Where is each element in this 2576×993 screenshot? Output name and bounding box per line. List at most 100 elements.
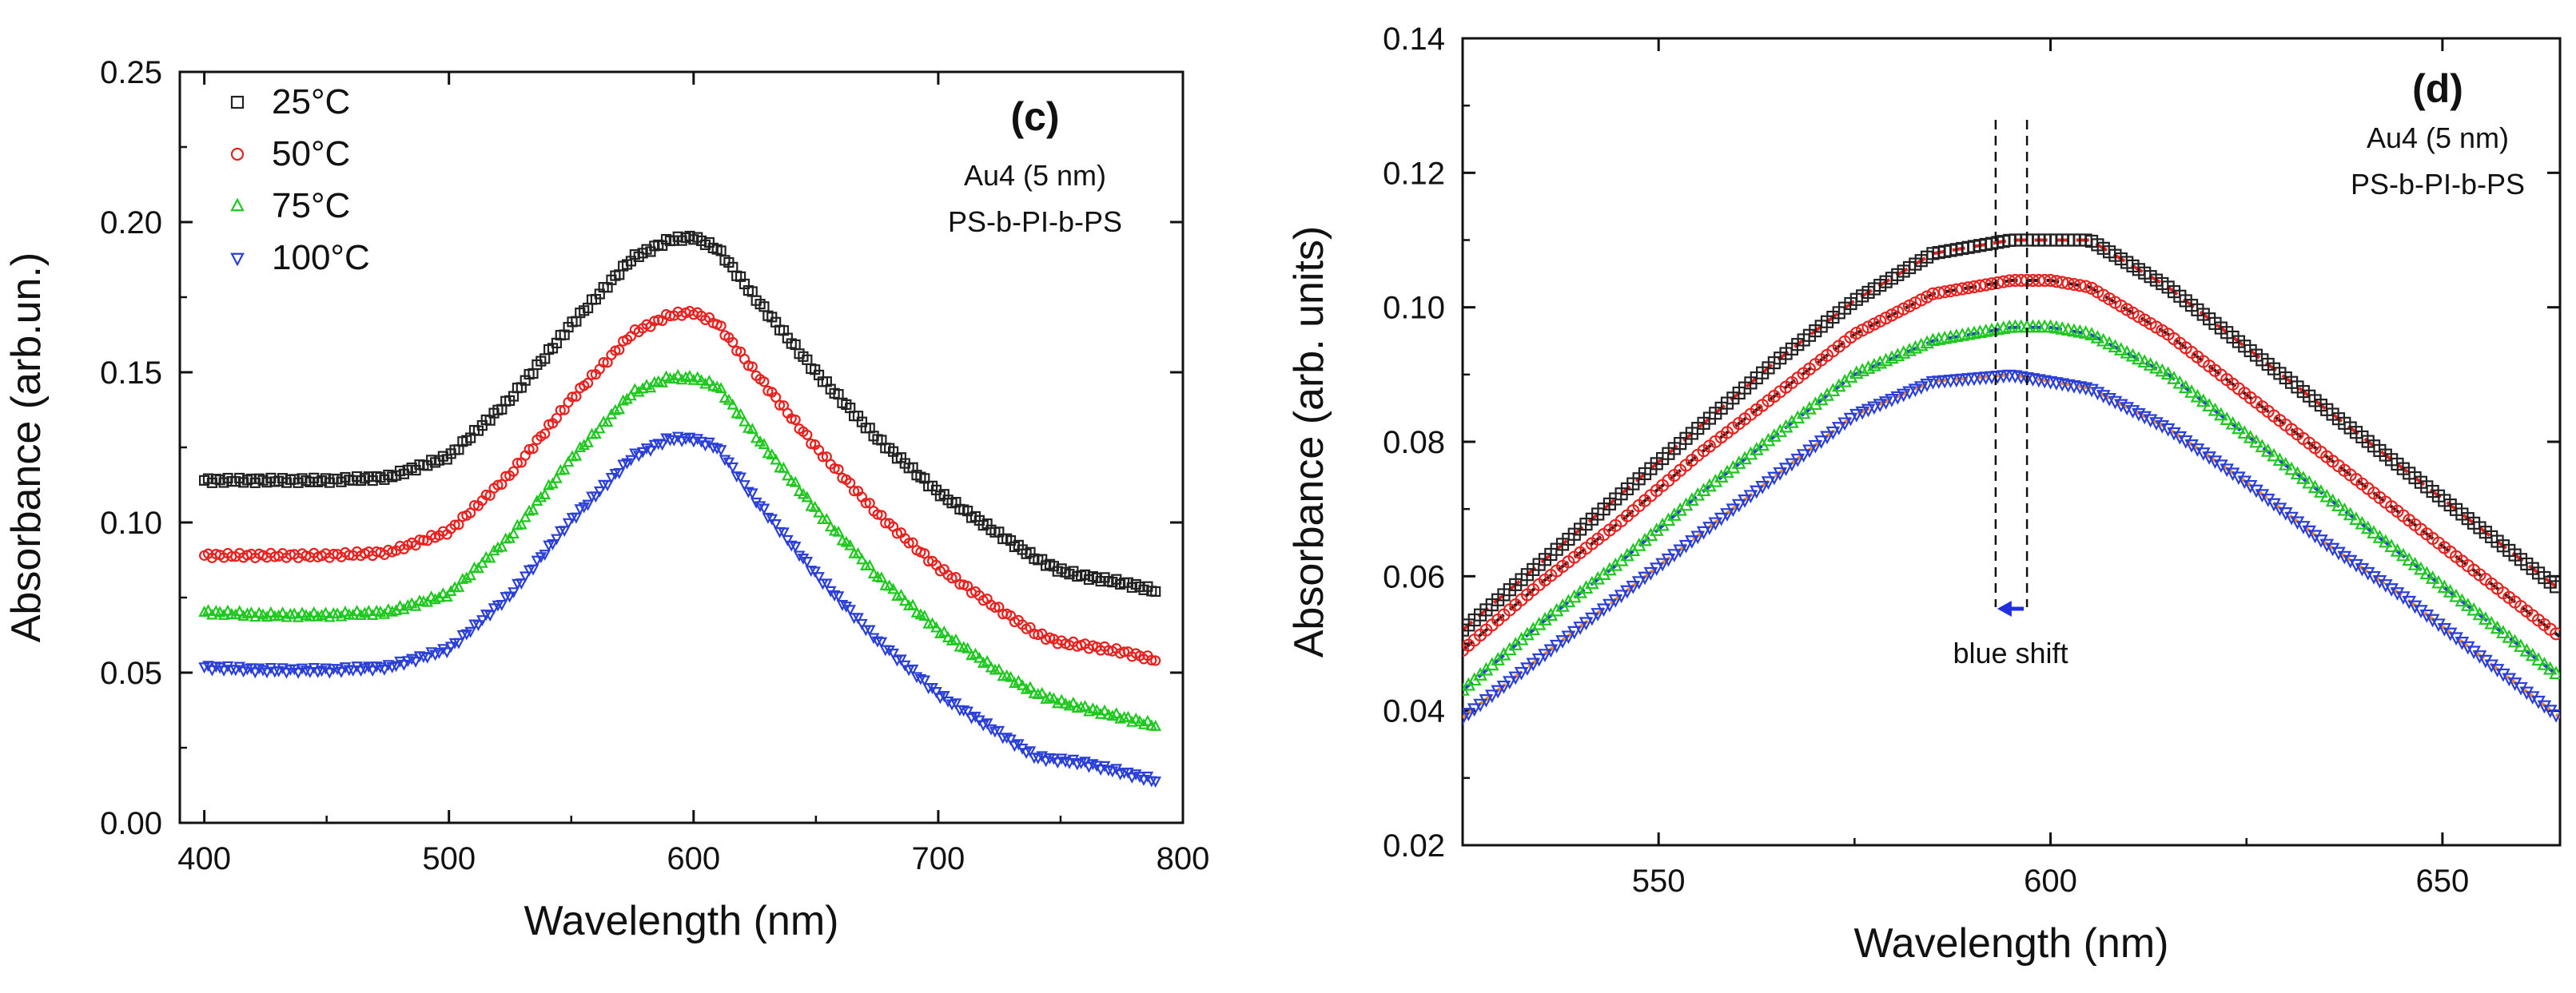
data-point [1743,490,1758,504]
data-point [1133,715,1146,726]
data-point [2172,375,2188,389]
data-point [515,578,528,590]
annotation-line: Au4 (5 nm) [2367,121,2509,154]
data-point [1137,775,1150,786]
data-point [1873,399,1888,413]
series-75°C [198,368,1162,731]
data-point [421,595,434,607]
data-point [813,572,825,584]
data-point [265,606,277,618]
data-point [723,393,735,405]
data-point [2079,280,2092,293]
data-point [1855,406,1869,420]
data-point [1837,417,1852,431]
data-point [2360,566,2375,581]
data-point [1055,693,1068,705]
data-point [691,434,704,446]
data-point [1591,608,1605,622]
data-point [1778,463,1794,477]
data-point [2372,575,2387,589]
data-point [567,391,578,403]
data-point [2196,447,2211,461]
data-point [2349,511,2363,525]
data-point [2078,325,2093,339]
data-point [820,578,833,590]
data-point [715,320,727,332]
data-point [727,336,739,348]
data-point [444,641,457,653]
data-point [418,534,429,546]
data-point [1009,677,1021,689]
data-point [906,598,919,610]
data-point [613,467,626,479]
y-tick-label: 0.10 [100,506,162,541]
data-point [1146,654,1157,665]
data-point [1484,689,1499,704]
data-point [778,461,790,473]
data-point [966,649,977,661]
data-point [989,602,1001,613]
annotation-line: PS-b-PI-b-PS [948,205,1122,238]
data-point [320,606,332,618]
data-point [512,458,524,469]
data-point [1526,657,1541,672]
data-point [2437,579,2452,594]
panel-d-chart: 550 600 650 0.02 0.04 0.06 0.08 0.10 0.12 0.14 Wav… [1286,22,2562,967]
data-point [398,659,410,671]
data-point [500,471,512,482]
data-point [460,571,473,583]
data-point [863,625,876,637]
legend-item: 25°C [230,82,350,121]
data-point [1126,715,1138,727]
x-axis-label: Wavelength (nm) [1854,920,2169,967]
data-point [918,610,931,622]
data-point [598,357,609,368]
data-point [2149,359,2164,374]
data-point [217,665,230,677]
data-point [887,582,899,594]
data-point [875,637,888,649]
data-point [2237,425,2252,439]
y-tick-label: 0.20 [100,205,162,240]
x-axis-label: Wavelength (nm) [524,898,839,944]
data-point [2220,463,2235,478]
data-point [543,479,555,491]
data-point [1796,449,1811,463]
data-point [2196,393,2211,407]
data-point [1843,369,1858,383]
data-point [1067,696,1080,708]
data-point [1696,526,1711,540]
data-point [378,665,391,676]
data-point [2549,665,2560,680]
data-point [1531,653,1547,667]
data-point [2343,554,2358,569]
annotation-line: PS-b-PI-b-PS [2351,168,2525,201]
data-point [2496,625,2510,639]
legend-label: 75°C [272,186,350,225]
data-point [1133,772,1146,784]
data-point [1649,562,1664,577]
data-point [2455,593,2470,607]
data-point [1063,757,1076,769]
data-point [2425,570,2440,584]
data-point [1790,453,1806,467]
data-point [1885,350,1899,364]
data-point [570,512,583,524]
data-point [993,725,1005,737]
data-point [778,527,790,539]
data-point [2314,534,2328,548]
data-point [1638,571,1652,586]
y-tick-label: 0.14 [1383,22,1445,57]
data-point [1749,485,1764,499]
data-point [1538,649,1552,662]
data-point [421,652,434,664]
data-point [2155,363,2170,377]
series-50°C [1463,273,2560,657]
data-point [429,593,441,605]
legend-label: 25°C [272,82,350,121]
data-point [770,453,782,465]
data-point [590,427,602,439]
data-point [910,672,923,684]
data-point [1913,337,1929,352]
data-point [1913,381,1929,395]
